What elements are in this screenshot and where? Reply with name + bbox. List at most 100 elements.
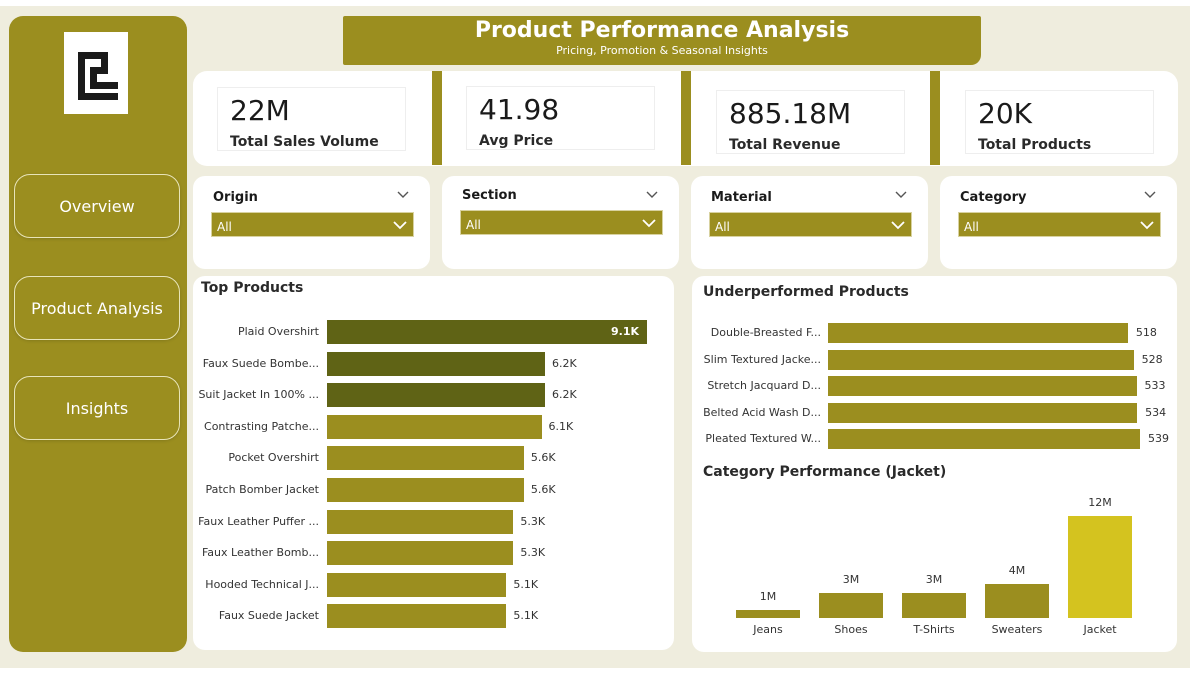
slicer-category: Category All bbox=[940, 176, 1177, 269]
kpi-total-sales-volume: 22M Total Sales Volume bbox=[217, 87, 406, 151]
dropdown-value: All bbox=[217, 220, 232, 234]
bar-value-label: 5.1K bbox=[513, 609, 539, 623]
column-value-label: 12M bbox=[1088, 496, 1112, 509]
kpi-label: Total Revenue bbox=[729, 137, 841, 153]
slicer-label: Section bbox=[462, 188, 517, 203]
bar-value-label: 534 bbox=[1145, 405, 1167, 419]
bar bbox=[327, 541, 514, 566]
top-products-title: Top Products bbox=[201, 280, 304, 296]
category-performance-title: Category Performance (Jacket) bbox=[703, 464, 947, 480]
kpi-value: 20K bbox=[978, 97, 1032, 130]
chevron-down-icon bbox=[642, 219, 656, 228]
bar bbox=[327, 604, 507, 629]
kpi-value: 41.98 bbox=[479, 93, 560, 126]
kpi-divider bbox=[930, 71, 940, 165]
column-bar bbox=[902, 592, 966, 618]
page-subtitle: Pricing, Promotion & Seasonal Insights bbox=[556, 44, 768, 57]
nav-insights-label: Insights bbox=[65, 398, 129, 418]
bar bbox=[828, 323, 1128, 343]
bar-value-label: 5.3K bbox=[520, 546, 546, 560]
nav-insights-button[interactable]: Insights bbox=[14, 376, 180, 440]
bar-value-label: 533 bbox=[1144, 379, 1166, 392]
column-bar bbox=[736, 609, 800, 618]
column-category-label: Shoes bbox=[834, 623, 868, 636]
slicer-origin: Origin All bbox=[193, 176, 430, 269]
bar-category-label: Pleated Textured W... bbox=[705, 432, 821, 445]
bar-value-label: 5.3K bbox=[520, 514, 546, 528]
column-category-label: Sweaters bbox=[991, 623, 1043, 636]
column-category-label: Jeans bbox=[753, 623, 783, 636]
bar-value-label: 5.6K bbox=[530, 483, 556, 496]
kpi-total-revenue: 885.18M Total Revenue bbox=[716, 90, 905, 154]
bar-category-label: Faux Suede Bombe... bbox=[202, 356, 319, 370]
nav-product-analysis-button[interactable]: Product Analysis bbox=[14, 276, 180, 340]
bar-category-label: Double-Breasted F... bbox=[710, 326, 821, 339]
kpi-avg-price: 41.98 Avg Price bbox=[466, 86, 655, 150]
bar-category-label: Hooded Technical J... bbox=[205, 577, 319, 591]
bar bbox=[828, 402, 1138, 423]
bar bbox=[327, 351, 546, 376]
chevron-down-icon[interactable] bbox=[645, 188, 659, 202]
origin-dropdown[interactable]: All bbox=[211, 212, 414, 237]
column-value-label: 4M bbox=[1008, 564, 1026, 577]
bar-category-label: Slim Textured Jacke... bbox=[703, 352, 821, 366]
slicer-label: Category bbox=[960, 190, 1027, 205]
bar bbox=[327, 509, 514, 534]
bar-value-label: 5.1K bbox=[513, 577, 539, 591]
bar bbox=[327, 320, 647, 344]
slicer-section: Section All bbox=[442, 176, 679, 269]
chevron-down-icon[interactable] bbox=[1143, 188, 1157, 202]
bar-value-label: 5.6K bbox=[530, 451, 556, 465]
kpi-label: Total Sales Volume bbox=[230, 134, 379, 150]
column-category-label: Jacket bbox=[1083, 623, 1117, 636]
underperformed-products-title: Underperformed Products bbox=[703, 284, 909, 300]
dropdown-value: All bbox=[964, 220, 979, 234]
bar bbox=[327, 414, 542, 439]
bar-category-label: Faux Leather Puffer ... bbox=[198, 514, 319, 528]
bar bbox=[828, 429, 1140, 449]
sidebar: Overview Product Analysis Insights bbox=[9, 16, 187, 652]
column-bar bbox=[819, 592, 883, 618]
slicer-label: Material bbox=[711, 190, 772, 205]
chevron-down-icon bbox=[393, 221, 407, 230]
column-bar bbox=[985, 584, 1049, 618]
bar bbox=[327, 478, 524, 502]
bar-value-label: 528 bbox=[1141, 352, 1163, 366]
column-value-label: 3M bbox=[925, 572, 943, 586]
chevron-down-icon bbox=[891, 221, 905, 230]
slicer-material: Material All bbox=[691, 176, 928, 269]
bar-category-label: Belted Acid Wash D... bbox=[703, 405, 821, 419]
bar bbox=[327, 446, 524, 471]
section-dropdown[interactable]: All bbox=[460, 210, 663, 235]
bar bbox=[828, 376, 1137, 396]
column-value-label: 3M bbox=[842, 572, 860, 586]
bar-category-label: Stretch Jacquard D... bbox=[707, 379, 821, 392]
kpi-total-products: 20K Total Products bbox=[965, 90, 1154, 154]
column-bar bbox=[1068, 516, 1132, 618]
brand-logo bbox=[64, 32, 128, 114]
column-category-label: T-Shirts bbox=[913, 623, 955, 636]
bar bbox=[327, 572, 507, 597]
nav-product-analysis-label: Product Analysis bbox=[31, 298, 163, 318]
bar-category-label: Plaid Overshirt bbox=[237, 325, 319, 338]
chevron-down-icon[interactable] bbox=[396, 188, 410, 202]
nav-overview-label: Overview bbox=[59, 196, 135, 216]
dropdown-value: All bbox=[715, 220, 730, 234]
bar-value-label: 6.2K bbox=[552, 388, 577, 402]
chevron-down-icon[interactable] bbox=[894, 188, 908, 202]
kpi-divider bbox=[681, 71, 691, 165]
column-value-label: 1M bbox=[759, 589, 777, 603]
bar-category-label: Faux Suede Jacket bbox=[218, 609, 319, 623]
bar-category-label: Pocket Overshirt bbox=[228, 451, 319, 465]
category-dropdown[interactable]: All bbox=[958, 212, 1161, 237]
nav-overview-button[interactable]: Overview bbox=[14, 174, 180, 238]
title-banner: Product Performance Analysis Pricing, Pr… bbox=[343, 16, 981, 65]
bar bbox=[828, 349, 1134, 370]
bar-value-label: 6.2K bbox=[552, 356, 577, 370]
bar-value-label: 9.1K bbox=[611, 325, 640, 338]
slicer-label: Origin bbox=[213, 190, 258, 205]
kpi-value: 885.18M bbox=[729, 97, 852, 130]
chevron-down-icon bbox=[1140, 221, 1154, 230]
material-dropdown[interactable]: All bbox=[709, 212, 912, 237]
bar-category-label: Contrasting Patche... bbox=[204, 419, 319, 433]
